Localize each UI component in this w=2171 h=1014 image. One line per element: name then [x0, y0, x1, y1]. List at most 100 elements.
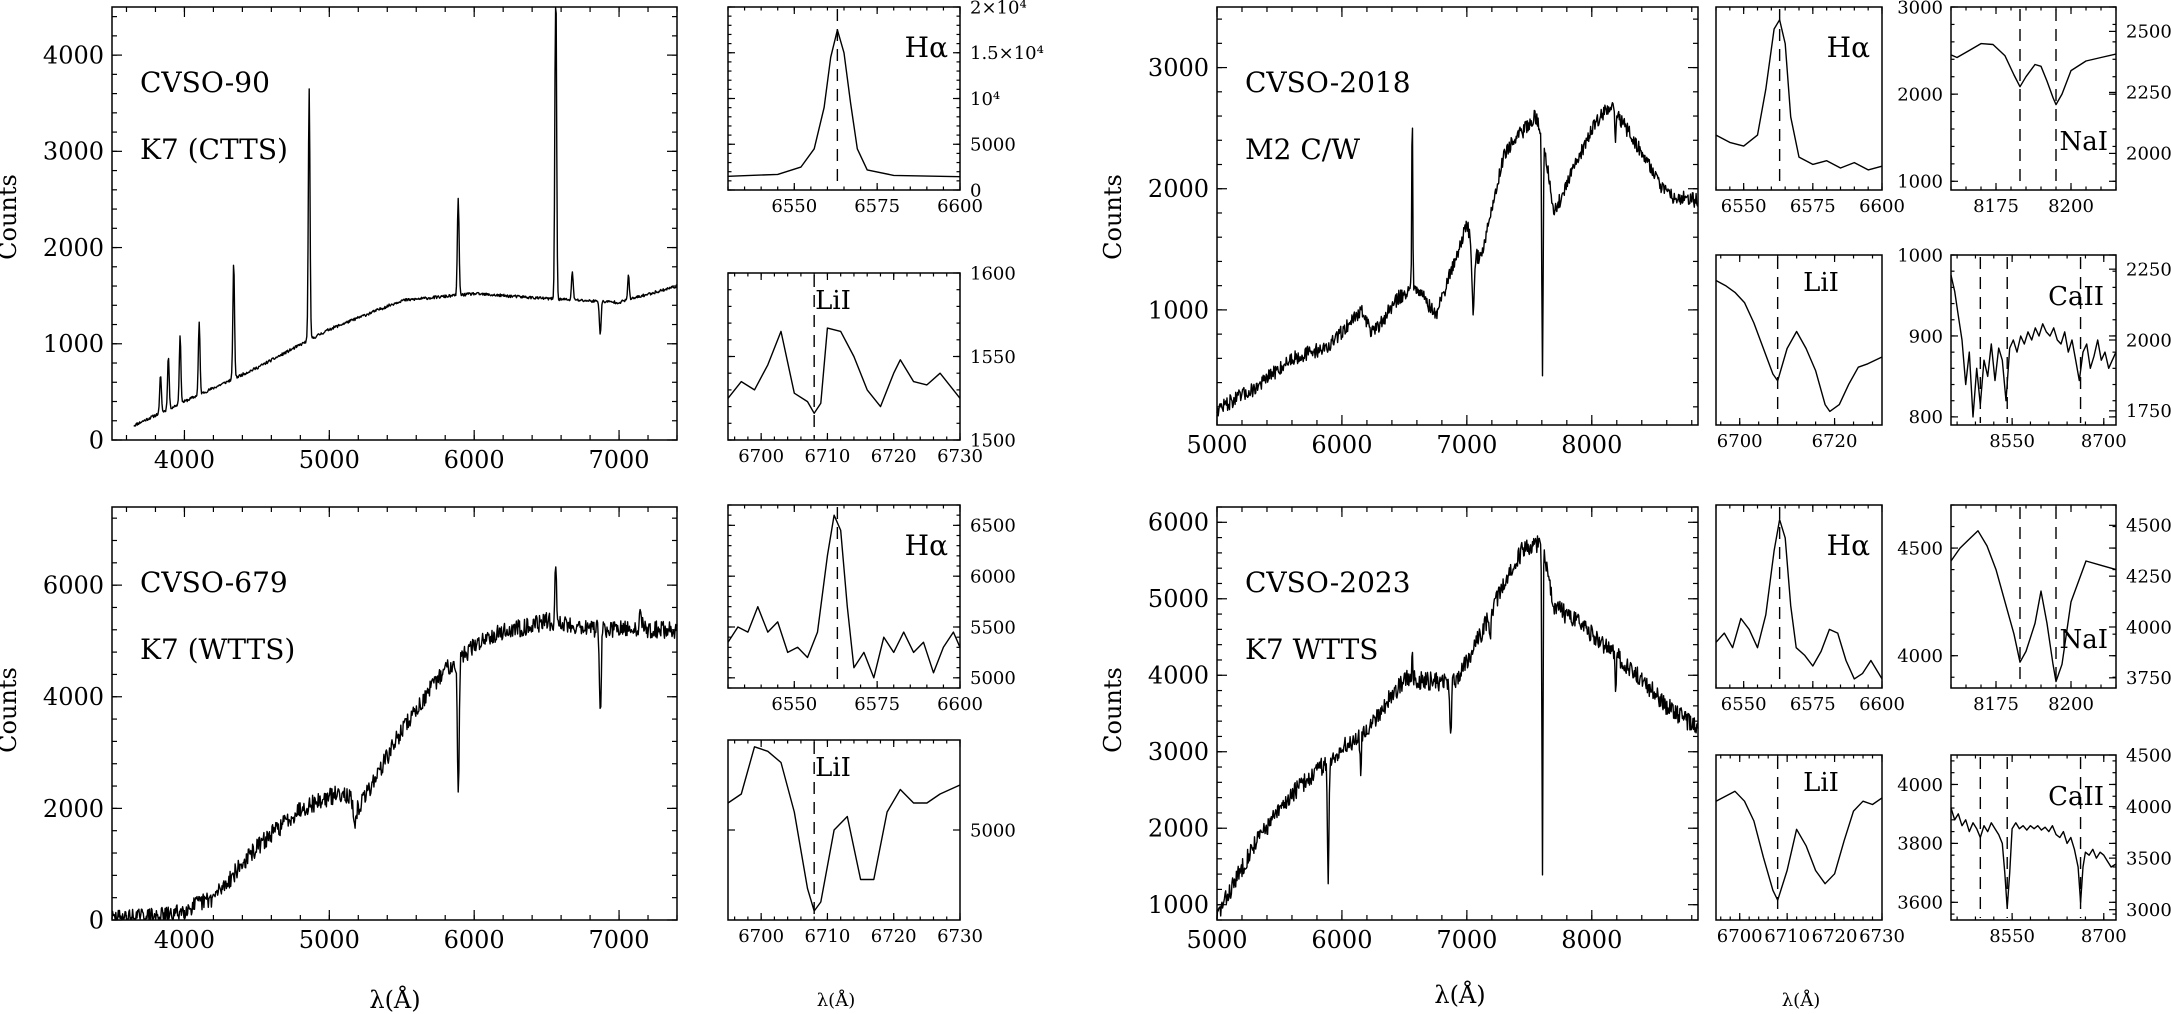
plot-frame [1950, 754, 2117, 921]
y-tick-label: 1500 [970, 430, 1016, 451]
x-tick-label: 6550 [771, 196, 817, 217]
cvso2018-spectrum-panel: 5000 6000 7000 8000 1000 2000 3000 CVSO-2018 M2 … [1148, 6, 1699, 459]
star-name: CVSO-2023 [1245, 566, 1411, 599]
plot-frame [111, 506, 678, 921]
y-tick-label: 4000 [1148, 662, 1209, 690]
line-label: Hα [1827, 31, 1870, 64]
star-name: CVSO-90 [140, 66, 270, 99]
x-axis-label-cvso2023: λ(Å) [1434, 980, 1485, 1009]
spectral-type: M2 C/W [1245, 133, 1360, 166]
y2-tick-label: 2250 [2126, 83, 2171, 104]
x-tick-label: 6000 [1311, 926, 1372, 954]
y2-tick-label: 4000 [2126, 797, 2171, 818]
x-tick-label: 4000 [154, 446, 215, 474]
y-tick-label: 10⁴ [970, 89, 1000, 110]
x-tick-label: 6720 [871, 926, 917, 947]
y-tick-label: 2000 [1148, 815, 1209, 843]
y-tick-label: 1550 [970, 347, 1016, 368]
y-tick-label: 1.5×10⁴ [970, 43, 1044, 64]
star-name: CVSO-2018 [1245, 66, 1411, 99]
y2-tick-label: 2250 [2126, 259, 2171, 280]
y2-tick-label: 2500 [2126, 22, 2171, 43]
line-label: LiI [1803, 268, 1839, 298]
y2-tick-label: 4500 [2126, 516, 2171, 537]
plot-frame [1715, 254, 1883, 426]
x-tick-label: 6700 [738, 446, 784, 467]
y-tick-label: 4000 [43, 42, 104, 70]
y-tick-label: 6500 [970, 516, 1016, 537]
y2-tick-label: 2000 [2126, 144, 2171, 165]
y-tick-label: 5000 [1148, 585, 1209, 613]
y-tick-label: 4500 [1897, 538, 1943, 559]
x-tick-label: 6710 [1764, 926, 1810, 947]
spectrum-line [1715, 518, 1883, 680]
y-axis-label-counts-cvso2018: Counts [1099, 174, 1127, 260]
y-tick-label: 1000 [1897, 172, 1943, 193]
x-axis-label-li-inset-cvso2023: λ(Å) [1782, 989, 1820, 1011]
x-tick-label: 8700 [2081, 926, 2127, 947]
x-tick-label: 6730 [937, 926, 983, 947]
y-tick-label: 2000 [43, 234, 104, 262]
x-tick-label: 6710 [805, 926, 851, 947]
y2-tick-label: 3000 [2126, 900, 2171, 921]
spectrum-line [1216, 535, 1699, 920]
y-tick-label: 4000 [43, 683, 104, 711]
x-tick-label: 6600 [937, 196, 983, 217]
spectrum-line [727, 514, 961, 679]
x-tick-label: 6575 [854, 196, 900, 217]
x-tick-label: 6575 [1790, 694, 1836, 715]
x-axis-label-cvso679: λ(Å) [369, 985, 420, 1014]
y-tick-label: 1000 [1148, 296, 1209, 324]
y-tick-label: 3000 [1148, 738, 1209, 766]
y-tick-label: 5000 [970, 668, 1016, 689]
y-tick-label: 0 [89, 906, 104, 934]
y-tick-label: 4000 [1897, 775, 1943, 796]
x-tick-label: 6600 [1859, 694, 1905, 715]
cvso2023-calcium-inset: 8550 8700 3600 3800 4000 3000 3500 4000 4500 CaII [1897, 745, 2171, 947]
y2-tick-label: 4250 [2126, 566, 2171, 587]
x-tick-label: 6550 [1721, 196, 1767, 217]
y-tick-label: 2×10⁴ [970, 0, 1027, 18]
x-tick-label: 6575 [854, 694, 900, 715]
y-tick-label: 1000 [43, 330, 104, 358]
x-tick-label: 5000 [299, 446, 360, 474]
x-tick-label: 8550 [1989, 431, 2035, 452]
plot-frame [111, 6, 678, 441]
spectrum-line [1715, 790, 1883, 901]
cvso2023-lithium-inset: 6700 6710 6720 6730 LiI [1715, 754, 1905, 947]
y-tick-label: 2000 [1148, 175, 1209, 203]
x-tick-label: 5000 [1186, 926, 1247, 954]
cvso2023-sodium-inset: 8175 8200 4000 4500 3750 4000 4250 4500 NaI [1897, 504, 2171, 715]
y-tick-label: 4000 [1897, 646, 1943, 667]
x-tick-label: 6000 [1311, 431, 1372, 459]
y-axis-label-counts-cvso679: Counts [0, 667, 22, 753]
spectral-type: K7 (WTTS) [140, 633, 295, 666]
y-tick-label: 1000 [1897, 245, 1943, 266]
y-tick-label: 3000 [43, 138, 104, 166]
spectrum-line [111, 566, 678, 920]
y2-tick-label: 4000 [2126, 617, 2171, 638]
x-tick-label: 7000 [589, 446, 650, 474]
x-axis-label-li-inset-cvso679: λ(Å) [817, 989, 855, 1011]
y-tick-label: 2000 [43, 795, 104, 823]
x-tick-label: 8000 [1561, 926, 1622, 954]
x-tick-label: 6720 [1812, 926, 1858, 947]
x-tick-label: 6700 [738, 926, 784, 947]
y2-tick-label: 3750 [2126, 668, 2171, 689]
line-label: Hα [1827, 529, 1870, 562]
line-label: LiI [815, 286, 851, 316]
spectrum-line [1715, 19, 1883, 171]
x-tick-label: 6575 [1790, 196, 1836, 217]
spectrum-line [1216, 102, 1699, 417]
x-tick-label: 8200 [2048, 694, 2094, 715]
line-label: NaI [2059, 127, 2108, 157]
y-tick-label: 6000 [43, 572, 104, 600]
x-tick-label: 7000 [1436, 431, 1497, 459]
x-tick-label: 8200 [2048, 196, 2094, 217]
x-tick-label: 5000 [1186, 431, 1247, 459]
y-tick-label: 3000 [1897, 0, 1943, 18]
x-tick-label: 8175 [1973, 196, 2019, 217]
